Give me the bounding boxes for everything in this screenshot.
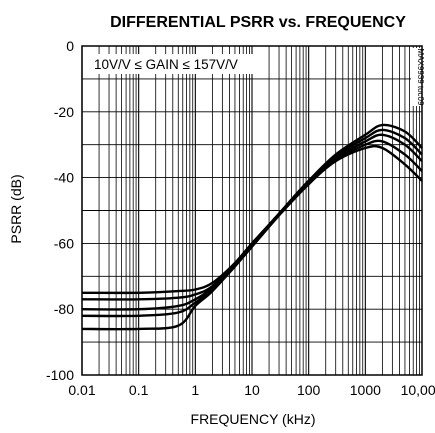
- psrr-curve-5: [81, 144, 423, 331]
- x-tick-label: 10,000: [401, 382, 435, 398]
- chart-title: DIFFERENTIAL PSRR vs. FREQUENCY: [110, 14, 406, 31]
- side-label-background: [411, 48, 421, 106]
- x-tick-label: 1000: [350, 382, 381, 398]
- x-tick-label: 1: [191, 382, 199, 398]
- y-axis-label: PSRR (dB): [8, 174, 24, 243]
- x-tick-labels: 0.01 0.1 1 10 100 1000 10,000: [68, 382, 435, 398]
- x-tick-label: 0.1: [129, 382, 149, 398]
- y-tick-label: 0: [66, 38, 74, 54]
- series-lines: [81, 123, 423, 331]
- figure-code: MAX9939 toc09: [416, 49, 425, 106]
- x-tick-label: 0.01: [68, 382, 95, 398]
- y-tick-label: -80: [54, 301, 74, 317]
- y-tick-label: -60: [54, 235, 74, 251]
- annotation-background: [85, 54, 257, 74]
- y-tick-label: -20: [54, 104, 74, 120]
- x-tick-label: 10: [244, 382, 260, 398]
- y-tick-label: -40: [54, 170, 74, 186]
- grid: [81, 45, 422, 376]
- y-tick-labels: 0 -20 -40 -60 -80 -100: [46, 38, 74, 383]
- gain-annotation: 10V/V ≤ GAIN ≤ 157V/V: [94, 57, 238, 72]
- y-tick-label: -100: [46, 367, 74, 383]
- plot-frame: [81, 45, 423, 376]
- x-tick-label: 100: [297, 382, 321, 398]
- x-axis-label: FREQUENCY (kHz): [191, 411, 316, 427]
